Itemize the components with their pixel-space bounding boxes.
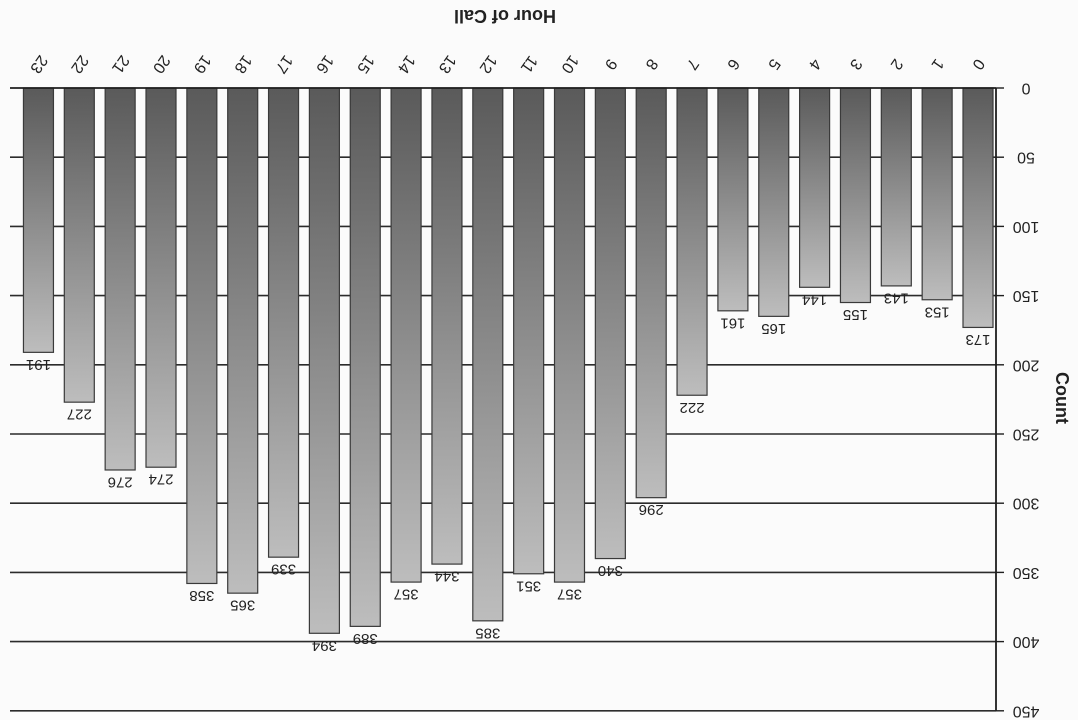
x-tick-label: 0: [968, 55, 987, 72]
bar-hour-19: [186, 87, 218, 585]
x-tick-label: 14: [394, 52, 418, 76]
x-tick-label: 10: [557, 52, 581, 76]
x-tick-label: 7: [682, 55, 701, 72]
x-tick-label: 9: [601, 55, 620, 72]
y-axis-title: Count: [1052, 372, 1072, 424]
bar-hour-23: [22, 87, 55, 353]
y-axis: [10, 87, 1004, 712]
y-tick-label: 300: [1013, 495, 1040, 512]
y-tick-label: 0: [1021, 80, 1030, 97]
data-label: 296: [639, 501, 664, 518]
data-label: 344: [434, 568, 459, 585]
y-tick-label: 100: [1013, 218, 1040, 235]
bar-hour-14: [390, 87, 422, 583]
bar-hour-20: [145, 87, 177, 468]
data-label: 351: [516, 577, 541, 594]
bar-hour-22: [63, 87, 95, 403]
x-tick-label: 11: [517, 52, 541, 75]
x-tick-label: 2: [887, 55, 906, 72]
data-label: 173: [965, 331, 990, 348]
x-tick-label: 21: [108, 52, 132, 76]
x-tick-label: 12: [476, 52, 500, 76]
data-label: 385: [475, 624, 500, 641]
x-tick-label: 17: [271, 52, 295, 76]
data-label: 222: [680, 399, 705, 416]
data-label: 144: [802, 291, 827, 308]
x-tick-label: 20: [149, 52, 173, 76]
x-tick-label: 6: [723, 55, 742, 72]
x-tick-label: 4: [805, 55, 824, 72]
x-tick-label: 8: [642, 55, 661, 72]
x-tick-label: 22: [67, 52, 91, 76]
bar-hour-8: [635, 87, 667, 499]
y-tick-label: 150: [1013, 287, 1040, 304]
data-label: 394: [312, 637, 337, 654]
data-label: 358: [189, 587, 214, 604]
data-label: 357: [394, 586, 419, 603]
bar-hour-18: [227, 87, 259, 594]
data-label: 227: [67, 406, 92, 423]
bar-hour-5: [758, 87, 790, 317]
bar-hour-21: [104, 87, 136, 471]
x-tick-label: 1: [928, 55, 947, 72]
x-tick-label: 15: [353, 52, 377, 76]
y-tick-label: 400: [1013, 633, 1040, 650]
y-tick-label: 50: [1017, 149, 1035, 166]
data-label: 276: [108, 473, 133, 490]
bar-hour-7: [676, 87, 708, 396]
y-tick-label: 200: [1013, 356, 1040, 373]
data-label: 389: [353, 630, 378, 647]
bar-hour-4: [798, 87, 831, 288]
y-tick-label: 450: [1013, 702, 1040, 719]
y-tick-labels: 0 50 100 150 200 250 300 350 400 450: [1013, 80, 1040, 720]
y-tick-label: 250: [1013, 426, 1040, 443]
data-label: 153: [925, 303, 950, 320]
data-label: 339: [271, 561, 296, 578]
bar-hour-9: [594, 87, 626, 560]
bar-hour-12: [472, 87, 504, 622]
data-label: 155: [843, 306, 868, 323]
x-tick-label: 19: [190, 52, 214, 76]
bar-hour-17: [267, 87, 300, 558]
x-tick-label: 23: [26, 52, 50, 76]
y-tick-label: 350: [1013, 564, 1040, 581]
x-tick-label: 16: [312, 52, 336, 76]
bar-hour-16: [308, 87, 340, 634]
data-label: 191: [26, 356, 51, 373]
x-axis-title: Hour of Call: [454, 6, 556, 26]
data-label: 161: [720, 314, 745, 331]
data-label: 274: [148, 471, 173, 488]
bar-hour-6: [717, 87, 749, 312]
data-label: 340: [598, 562, 623, 579]
bars: [22, 87, 994, 634]
data-label: 365: [230, 597, 255, 614]
bar-hour-3: [839, 87, 872, 304]
bar-hour-10: [553, 87, 586, 583]
bar-hour-11: [513, 87, 545, 575]
data-label: 165: [761, 320, 786, 337]
x-tick-label: 3: [846, 55, 865, 72]
bar-hour-15: [349, 87, 381, 627]
bar-hour-0: [962, 87, 994, 329]
bar-hour-13: [431, 87, 463, 565]
x-tick-label: 5: [764, 55, 783, 72]
data-label: 357: [557, 586, 582, 603]
x-tick-label: 18: [231, 52, 255, 76]
bar-hour-1: [921, 87, 953, 301]
x-tick-label: 13: [435, 52, 459, 76]
data-label: 143: [884, 289, 909, 306]
bar-hour-2: [880, 87, 912, 287]
data-labels: 173 153 143 155 144 165 161 222 296 340 357 351 385 3…: [26, 289, 991, 653]
